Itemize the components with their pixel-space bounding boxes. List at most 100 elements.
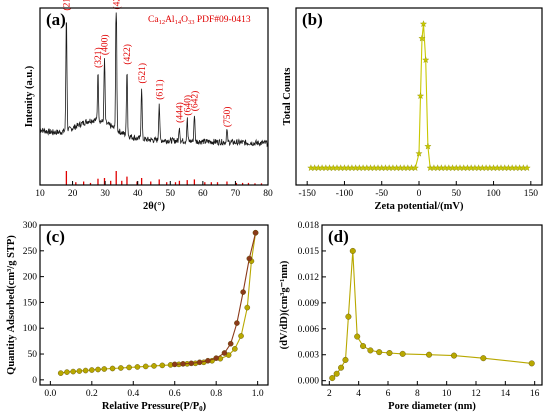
adsorption-point	[238, 333, 244, 339]
x-tick-label: 0.2	[86, 389, 98, 399]
peak-label: (400)	[100, 35, 111, 56]
desorption-point	[213, 355, 219, 361]
adsorption-point	[118, 365, 124, 371]
adsorption-point	[76, 368, 83, 374]
adsorption-point	[126, 364, 132, 371]
desorption-point	[221, 350, 228, 356]
reference-label-part: 14	[175, 19, 182, 26]
zeta-point	[416, 92, 425, 100]
pore-distribution-point	[349, 247, 356, 254]
y-tick-label: 0.000	[298, 377, 320, 387]
pore-distribution-point	[338, 364, 345, 371]
x-tick-label: 20	[68, 189, 78, 199]
peak-label: (640)	[182, 95, 193, 116]
peak-label: (444)	[175, 102, 186, 123]
peak-label: (521)	[137, 63, 148, 84]
x-tick-label: 1.0	[252, 389, 264, 399]
zeta-point	[422, 56, 430, 64]
y-axis-label: Intenity (a.u.)	[24, 65, 35, 127]
adsorption-point	[95, 366, 101, 373]
x-tick-label: 0.4	[127, 389, 139, 399]
y-axis-label: Quantity Adsorbed(cm³/g STP)	[6, 235, 17, 375]
x-tick-label: 12	[471, 389, 481, 399]
x-tick-label: 150	[524, 189, 539, 199]
reference-label-part: Al	[165, 15, 175, 25]
x-tick-label: 0.6	[169, 389, 181, 399]
adsorption-point	[142, 363, 149, 370]
x-axis-label-part: 0	[199, 405, 203, 413]
reference-label: Ca12Al14O33 PDF#09-0413	[148, 15, 251, 26]
panel-label: (c)	[46, 227, 65, 246]
plot-frame-d	[321, 224, 543, 386]
x-tick-label: 0.0	[44, 389, 56, 399]
panel-c: 0.0 0.2 0.4 0.6 0.8 1.0 0 50 100 150 200 250 300 Rela…	[6, 221, 269, 413]
x-axis-label: Relative Pressure(P/P0)	[102, 401, 207, 413]
zeta-point	[424, 142, 432, 150]
adsorption-point	[64, 369, 70, 375]
panel-label: (b)	[302, 10, 323, 29]
desorption-point	[205, 357, 211, 364]
y-tick-label: 0.015	[298, 247, 320, 257]
desorption-point	[234, 320, 240, 326]
reference-label-part: Ca	[148, 15, 159, 25]
plot-frame-c	[39, 224, 269, 386]
x-tick-label: 50	[452, 189, 462, 199]
desorption-point	[171, 361, 178, 368]
adsorption-point	[89, 367, 95, 373]
pore-distribution-point	[480, 355, 487, 362]
x-tick-label: 70	[231, 189, 241, 199]
desorption-point	[196, 359, 203, 366]
x-tick-label: 2	[327, 389, 332, 399]
x-tick-label: 100	[486, 189, 501, 199]
y-axis-label: Total Counts	[282, 68, 293, 126]
pore-distribution-point	[376, 349, 383, 356]
y-axis-label: (dV/dD)(cm³g⁻¹nm)	[279, 260, 290, 349]
panel-b: -150 -100 -50 0 50 100 150 Zeta potential/(mV) T…	[282, 7, 543, 212]
x-tick-label: 14	[501, 389, 511, 399]
zeta-point	[415, 149, 423, 157]
y-tick-label: 0	[32, 376, 37, 386]
adsorption-point	[101, 366, 108, 372]
plot-frame-a	[39, 7, 269, 186]
adsorption-point	[151, 363, 157, 369]
y-tick-label: 0.003	[298, 351, 320, 361]
adsorption-point	[232, 346, 238, 352]
reference-label-part: PDF#09-0413	[194, 15, 250, 25]
x-tick-label: -150	[298, 189, 316, 199]
pore-distribution-line	[331, 250, 532, 379]
y-tick-label: 0.009	[298, 299, 320, 309]
pore-distribution-point	[528, 360, 535, 367]
adsorption-point	[134, 364, 141, 370]
peak-label: (642)	[190, 91, 201, 112]
x-tick-label: 10	[442, 389, 452, 399]
x-tick-label: 80	[263, 189, 273, 199]
adsorption-point	[70, 368, 76, 375]
x-tick-label: 16	[530, 389, 540, 399]
pore-distribution-point	[333, 370, 340, 377]
adsorption-point	[57, 370, 64, 376]
panel-d: 2 4 6 8 10 12 14 16 0.000 0.003 0.006 0.009 0.012 0.0…	[279, 221, 543, 412]
x-tick-label: -100	[336, 189, 354, 199]
x-axis-label: 2θ(°)	[143, 201, 165, 212]
x-tick-label: 4	[356, 389, 361, 399]
x-tick-label: 60	[198, 189, 208, 199]
y-tick-label: 0.012	[298, 273, 320, 283]
x-axis-label-part: Relative Pressure(P/P	[102, 401, 200, 412]
y-tick-label: 150	[23, 298, 38, 308]
pore-distribution-point	[354, 333, 361, 340]
y-tick-label: 100	[23, 324, 38, 334]
reference-label-part: 33	[188, 19, 195, 26]
x-tick-label: 0	[417, 189, 422, 199]
y-tick-label: 250	[23, 247, 38, 257]
pore-distribution-point	[345, 313, 352, 320]
reference-label-part: 12	[159, 19, 166, 26]
pore-distribution-point	[367, 347, 374, 354]
y-tick-label: 0.006	[298, 325, 320, 335]
desorption-point	[240, 289, 246, 295]
peak-label: (611)	[154, 79, 165, 99]
panel-label: (a)	[46, 10, 66, 29]
x-tick-label: 40	[133, 189, 143, 199]
pore-distribution-point	[386, 350, 393, 357]
pore-distribution-point	[399, 350, 406, 357]
